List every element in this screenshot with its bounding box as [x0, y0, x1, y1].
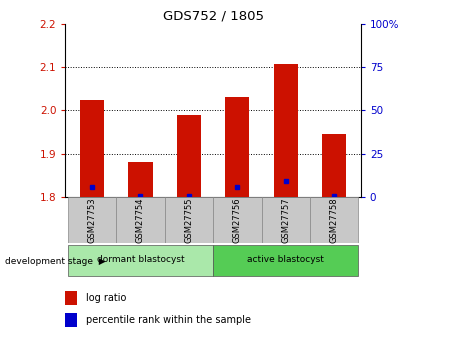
Bar	[68, 245, 213, 276]
Bar	[213, 197, 262, 243]
Bar	[80, 100, 104, 197]
Bar	[65, 291, 77, 305]
Text: GSM27753: GSM27753	[87, 197, 97, 243]
Bar	[310, 197, 359, 243]
Text: GSM27758: GSM27758	[330, 197, 339, 243]
Bar	[213, 245, 359, 276]
Bar	[165, 197, 213, 243]
Bar	[225, 98, 249, 197]
Text: log ratio: log ratio	[86, 293, 126, 303]
Bar	[274, 64, 298, 197]
Text: GSM27756: GSM27756	[233, 197, 242, 243]
Bar	[68, 197, 116, 243]
Bar	[65, 313, 77, 327]
Text: GSM27755: GSM27755	[184, 197, 193, 243]
Bar	[116, 197, 165, 243]
Title: GDS752 / 1805: GDS752 / 1805	[163, 10, 263, 23]
Text: active blastocyst: active blastocyst	[247, 255, 324, 264]
Bar	[262, 197, 310, 243]
Bar	[129, 162, 152, 197]
Text: dormant blastocyst: dormant blastocyst	[97, 255, 184, 264]
Bar	[322, 134, 346, 197]
Text: percentile rank within the sample: percentile rank within the sample	[86, 315, 251, 325]
Text: GSM27757: GSM27757	[281, 197, 290, 243]
Text: GSM27754: GSM27754	[136, 197, 145, 243]
Bar	[177, 115, 201, 197]
Text: development stage  ▶: development stage ▶	[5, 257, 105, 266]
